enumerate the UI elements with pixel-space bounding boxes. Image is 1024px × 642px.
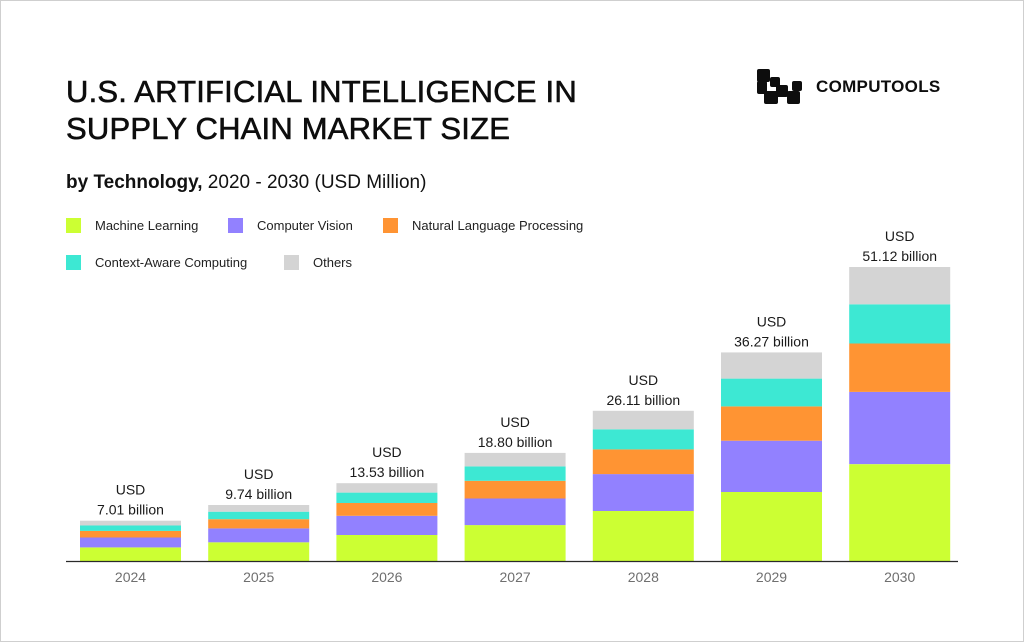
bar-segment-others-2026 xyxy=(336,483,438,493)
x-tick-label: 2028 xyxy=(628,569,659,585)
bar-segment-context-aware-computing-2029 xyxy=(721,378,822,407)
bar-segment-machine-learning-2024 xyxy=(80,547,181,561)
bar-segment-natural-language-processing-2030 xyxy=(849,343,951,392)
x-tick-label: 2029 xyxy=(756,569,787,585)
subtitle-rest: 2020 - 2030 (USD Million) xyxy=(202,172,427,193)
bar-segment-natural-language-processing-2024 xyxy=(80,530,181,538)
total-label-currency: USD xyxy=(500,414,530,430)
legend-label: Others xyxy=(313,255,353,270)
bar-group-2030 xyxy=(849,267,951,561)
chart-title: U.S. ARTIFICIAL INTELLIGENCE IN SUPPLY C… xyxy=(66,73,577,147)
total-label-value: 9.74 billion xyxy=(225,486,292,502)
legend-item-natural-language-processing: Natural Language Processing xyxy=(383,218,583,233)
total-label-value: 7.01 billion xyxy=(97,502,164,518)
bar-group-2027 xyxy=(464,452,566,561)
legend-item-context-aware-computing: Context-Aware Computing xyxy=(66,255,247,270)
bar-group-2024 xyxy=(80,520,181,561)
bar-segment-machine-learning-2028 xyxy=(592,511,694,561)
total-label-value: 26.11 billion xyxy=(606,392,680,408)
legend-label: Natural Language Processing xyxy=(412,218,584,233)
bar-segment-others-2024 xyxy=(80,520,181,526)
computools-logo-icon xyxy=(757,69,802,104)
legend-label: Context-Aware Computing xyxy=(95,255,248,270)
bar-group-2025 xyxy=(208,505,310,561)
bar-segment-computer-vision-2030 xyxy=(849,391,951,465)
total-label-value: 18.80 billion xyxy=(478,434,553,450)
bar-segment-context-aware-computing-2030 xyxy=(849,304,951,344)
chart-title-line-2: SUPPLY CHAIN MARKET SIZE xyxy=(66,111,511,147)
legend-swatch xyxy=(66,255,81,270)
bar-group-2029 xyxy=(721,352,822,561)
bar-segment-others-2028 xyxy=(592,410,694,430)
bar-segment-context-aware-computing-2025 xyxy=(208,511,310,520)
total-label-currency: USD xyxy=(757,313,787,329)
bar-segment-context-aware-computing-2026 xyxy=(336,492,438,503)
x-tick-label: 2025 xyxy=(243,569,274,585)
total-label-value: 36.27 billion xyxy=(734,333,809,349)
bar-group-2026 xyxy=(336,483,438,561)
legend-item-computer-vision: Computer Vision xyxy=(228,218,353,233)
bar-segment-computer-vision-2025 xyxy=(208,528,310,543)
bar-segment-others-2030 xyxy=(849,267,951,305)
bar-segment-others-2025 xyxy=(208,505,310,512)
total-label-currency: USD xyxy=(372,444,402,460)
bar-segment-computer-vision-2029 xyxy=(721,440,822,492)
bar-segment-natural-language-processing-2027 xyxy=(464,480,566,499)
subtitle-bold: by Technology, xyxy=(66,172,203,193)
bar-segment-natural-language-processing-2026 xyxy=(336,502,438,516)
bar-segment-machine-learning-2029 xyxy=(721,492,822,561)
bar-segment-context-aware-computing-2024 xyxy=(80,525,181,531)
bar-segment-machine-learning-2027 xyxy=(464,525,566,561)
legend-swatch xyxy=(66,218,81,233)
legend-swatch xyxy=(284,255,299,270)
brand-name: COMPUTOOLS xyxy=(816,77,941,96)
bar-segment-machine-learning-2026 xyxy=(336,534,438,561)
total-label-currency: USD xyxy=(116,482,146,498)
bar-segment-machine-learning-2025 xyxy=(208,542,310,561)
bar-segment-computer-vision-2024 xyxy=(80,537,181,548)
bar-segment-computer-vision-2028 xyxy=(592,474,694,511)
legend-item-others: Others xyxy=(284,255,352,270)
chart-title-line-1: U.S. ARTIFICIAL INTELLIGENCE IN xyxy=(66,74,577,110)
x-tick-label: 2027 xyxy=(500,569,531,585)
bar-segment-natural-language-processing-2029 xyxy=(721,406,822,441)
bar-segment-machine-learning-2030 xyxy=(849,464,951,561)
x-tick-label: 2026 xyxy=(371,569,402,585)
bar-segment-context-aware-computing-2028 xyxy=(592,429,694,450)
x-tick-label: 2024 xyxy=(115,569,146,585)
total-label-value: 13.53 billion xyxy=(350,464,425,480)
bar-segment-others-2027 xyxy=(464,452,566,467)
legend-swatch xyxy=(228,218,243,233)
bar-segment-others-2029 xyxy=(721,352,822,379)
bar-segment-computer-vision-2027 xyxy=(464,498,566,526)
chart-subtitle: by Technology, 2020 - 2030 (USD Million) xyxy=(66,172,426,194)
total-label-currency: USD xyxy=(629,372,659,388)
total-label-value: 51.12 billion xyxy=(862,248,937,264)
bar-segment-computer-vision-2026 xyxy=(336,515,438,535)
bar-segment-natural-language-processing-2025 xyxy=(208,519,310,529)
total-label-currency: USD xyxy=(244,466,274,482)
bar-segment-natural-language-processing-2028 xyxy=(592,449,694,475)
brand-logo: COMPUTOOLS xyxy=(754,67,941,107)
total-label-currency: USD xyxy=(885,228,915,244)
bar-group-2028 xyxy=(592,410,694,561)
bar-segment-context-aware-computing-2027 xyxy=(464,466,566,481)
legend-label: Machine Learning xyxy=(95,218,199,233)
legend-label: Computer Vision xyxy=(257,218,353,233)
x-tick-label: 2030 xyxy=(884,569,915,585)
legend-swatch xyxy=(383,218,398,233)
legend-item-machine-learning: Machine Learning xyxy=(66,218,198,233)
